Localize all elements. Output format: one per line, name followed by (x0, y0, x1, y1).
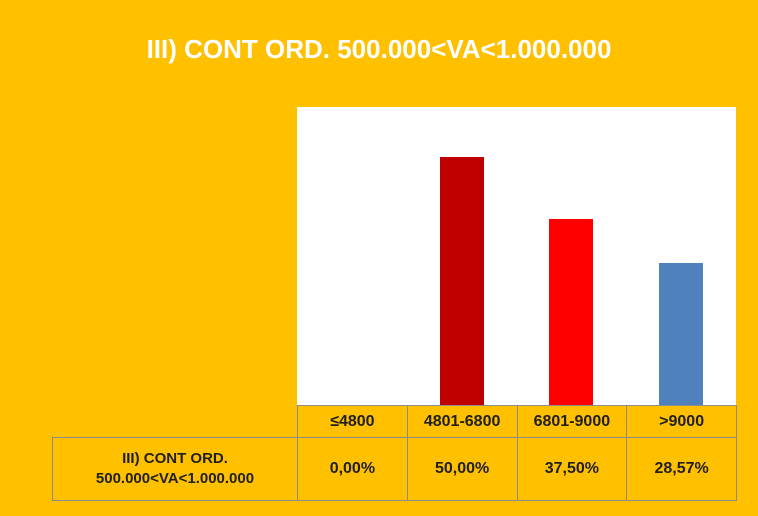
bar (659, 263, 704, 405)
value-cell: 0,00% (297, 437, 408, 501)
bar (439, 156, 484, 405)
category-cell: 6801-9000 (516, 405, 628, 438)
value-cell: 37,50% (516, 437, 628, 501)
category-cell: ≤4800 (297, 405, 408, 438)
chart-title: III) CONT ORD. 500.000<VA<1.000.000 (146, 34, 612, 64)
value-cell: 28,57% (626, 437, 737, 501)
value-cell: 50,00% (406, 437, 518, 501)
category-cell: 4801-6800 (406, 405, 518, 438)
bar (549, 218, 594, 405)
category-cell: >9000 (626, 405, 737, 438)
series-name-cell: III) CONT ORD. 500.000<VA<1.000.000 (52, 437, 298, 501)
